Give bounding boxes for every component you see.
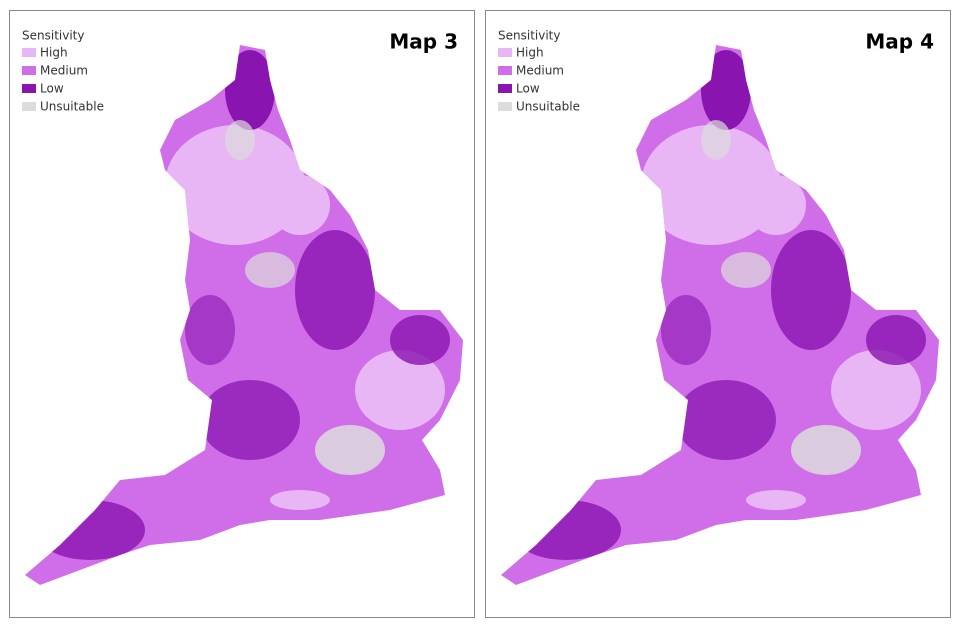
legend-label: Low — [40, 82, 64, 96]
legend-swatch — [22, 102, 36, 111]
legend-label: Medium — [40, 64, 88, 78]
map — [0, 0, 480, 620]
legend-label: High — [516, 46, 544, 60]
legend-label: Unsuitable — [516, 100, 580, 114]
legend-title: Sensitivity — [498, 29, 560, 43]
legend-swatch — [498, 102, 512, 111]
legend-swatch — [498, 48, 512, 57]
legend-title: Sensitivity — [22, 29, 84, 43]
panel-frame — [9, 10, 475, 618]
legend-swatch — [22, 66, 36, 75]
legend-swatch — [498, 84, 512, 93]
legend-label: Low — [516, 82, 540, 96]
legend-swatch — [22, 84, 36, 93]
legend-label: Unsuitable — [40, 100, 104, 114]
legend-label: High — [40, 46, 68, 60]
legend-swatch — [22, 48, 36, 57]
legend-label: Medium — [516, 64, 564, 78]
map-title: Map 4 — [865, 30, 934, 54]
legend-swatch — [498, 66, 512, 75]
panel-frame — [485, 10, 951, 618]
map-title: Map 3 — [389, 30, 458, 54]
map — [476, 0, 956, 620]
